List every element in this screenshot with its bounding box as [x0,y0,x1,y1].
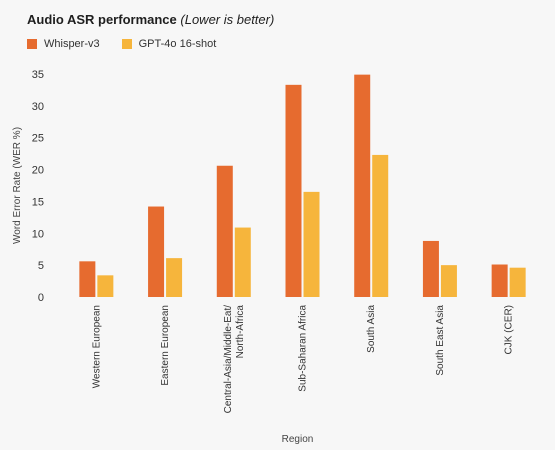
y-tick-label: 5 [38,260,44,272]
y-axis-label: Word Error Rate (WER %) [12,127,23,244]
x-tick-label: Eastern European [160,305,171,386]
bar-gpt4o [234,227,251,297]
y-tick-label: 0 [38,292,44,304]
x-tick-label: Central-Asia/Middle-Eat/North-Africa [223,305,246,414]
legend-label-gpt4o: GPT-4o 16-shot [138,38,217,50]
bar-whisper [354,74,371,297]
y-tick-label: 15 [32,196,44,208]
y-tick-label: 30 [32,101,44,113]
x-axis-label: Region [282,434,314,445]
x-tick-label: South East Asia [435,305,446,376]
legend-item-gpt4o: GPT-4o 16-shot [121,38,217,50]
y-tick-label: 25 [32,133,44,145]
y-tick-label: 10 [32,228,44,240]
x-tick-label: Western European [91,305,102,388]
y-tick-label: 20 [32,165,44,177]
legend-item-whisper: Whisper-v3 [27,38,100,50]
x-tick-label: CJK (CER) [504,305,515,354]
chart-title: Audio ASR performance (Lower is better) [27,12,274,27]
legend: Whisper-v3 GPT-4o 16-shot [27,38,216,50]
x-tick-label: Sub-Saharan Africa [298,305,309,392]
bar-whisper [79,261,96,297]
legend-swatch-whisper [27,39,37,49]
legend-swatch-gpt4o [121,39,132,49]
bar-whisper [148,206,165,297]
bar-gpt4o [166,258,183,297]
y-tick-label: 35 [32,69,44,81]
chart-title-text: Audio ASR performance [27,12,177,27]
bar-gpt4o [440,265,457,297]
bar-whisper [422,240,439,297]
bar-whisper [285,84,302,298]
bar-gpt4o [372,154,389,297]
x-tick-label: South Asia [366,305,377,353]
bar-gpt4o [509,267,526,297]
bar-gpt4o [303,191,320,297]
bar-gpt4o [97,275,114,297]
bar-whisper [216,165,233,297]
chart-subtitle: (Lower is better) [180,12,275,27]
legend-label-whisper: Whisper-v3 [44,38,100,50]
bar-whisper [491,264,508,297]
